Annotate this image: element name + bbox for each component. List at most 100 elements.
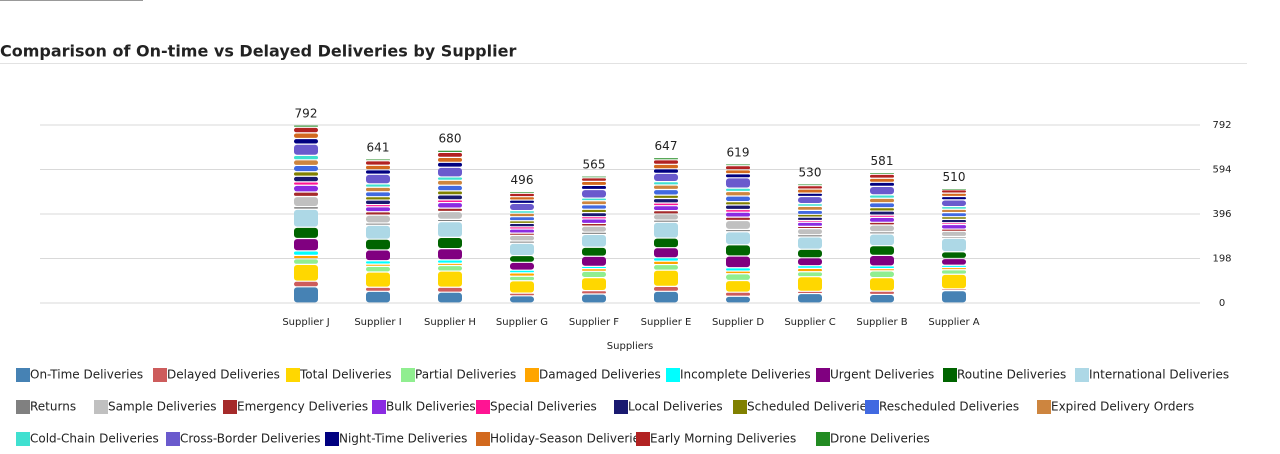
bar-segment [438,237,462,249]
bar-segment [870,295,894,303]
legend-swatch [401,368,415,382]
bar-segment [870,173,894,174]
bar-segment [942,289,966,291]
bar-segment [870,174,894,178]
bar-segment [726,271,750,274]
bar-segment [294,133,318,138]
legend-swatch [153,368,167,382]
x-tick-label: Supplier D [712,317,764,328]
legend-swatch [286,368,300,382]
bar-segment [366,192,390,197]
bar-segment [726,170,750,174]
bar-segment [510,200,534,203]
y-tick-label: 396 [1212,209,1231,220]
total-label: 565 [583,158,606,172]
bar-segment [294,176,318,182]
bar-segment [438,191,462,195]
bar-segment [582,232,606,234]
bar-segment [942,265,966,267]
bar-segment [582,217,606,219]
bar-segment [438,153,462,157]
legend-label: Incomplete Deliveries [680,368,811,382]
bar-segment [654,173,678,182]
bar-segment [654,265,678,270]
bar-segment [366,174,390,184]
bar-segment [942,270,966,274]
bar-segment [726,205,750,209]
bar-segment [726,166,750,170]
legend-swatch [614,400,628,414]
legend-label: Emergency Deliveries [237,400,368,414]
bar-segment [582,213,606,217]
bar-segment [582,294,606,303]
bar-segment [942,268,966,270]
x-tick-label: Supplier F [569,317,619,328]
bar-segment [510,296,534,303]
bar-segment [366,161,390,165]
bar-segment [438,208,462,211]
bar-segment [438,180,462,185]
bar-segment [438,162,462,167]
bar-segment [510,224,534,227]
bar-segment [366,215,390,223]
bar-segment [870,225,894,232]
bar-segment [654,248,678,258]
bar-segment [654,185,678,189]
bar-segment [942,217,966,219]
bar-segment [294,255,318,259]
bar-segment [510,204,534,211]
bar-segment [510,221,534,223]
bar-segment [294,166,318,172]
bar-segment [870,195,894,198]
bar-segment [654,199,678,203]
bar-segment [366,272,390,287]
legend-label: Total Deliveries [299,368,392,382]
bar-segment [726,188,750,191]
bar-segment [726,202,750,205]
bar-segment [942,223,966,224]
bar-segment [654,258,678,261]
bar-segment [942,197,966,200]
bar-segment [582,182,606,185]
bar-segment [510,217,534,221]
bar-segment [294,172,318,176]
bar-segment [366,200,390,204]
bar-segment [510,211,534,213]
bar-segment [798,221,822,222]
total-label: 680 [439,132,462,146]
bar-segment [870,211,894,215]
bar-segment [438,219,462,222]
total-label: 792 [295,107,318,121]
bar-segment [726,268,750,271]
legend-swatch [476,432,490,446]
bar-segment [798,184,822,186]
bar-segment [294,144,318,155]
bar-segment [870,255,894,266]
x-tick-label: Supplier C [784,317,835,328]
bar-segment [654,195,678,198]
bar-segment [366,187,390,192]
bar-segment [798,291,822,293]
bar-segment [294,127,318,133]
bar-segment [582,209,606,213]
legend-swatch [16,400,30,414]
bar-segment [366,223,390,225]
bar-segment [366,266,390,272]
bar-segment [582,247,606,256]
legend-label: Night-Time Deliveries [339,432,467,446]
bar-segment [654,203,678,206]
bar-segment [798,211,822,214]
bar-segment [942,274,966,289]
chart-title: Comparison of On-time vs Delayed Deliver… [0,42,516,61]
bar-segment [582,235,606,247]
legend-swatch [525,368,539,382]
bar-segment [654,182,678,185]
legend-label: Sample Deliveries [108,400,217,414]
bar-segment [726,230,750,232]
y-tick-label: 792 [1212,120,1231,131]
bar-segment [654,160,678,164]
bar-segment [726,274,750,280]
bar-segment [798,189,822,193]
bar-segment [510,276,534,281]
legend-label: Cold-Chain Deliveries [30,432,159,446]
